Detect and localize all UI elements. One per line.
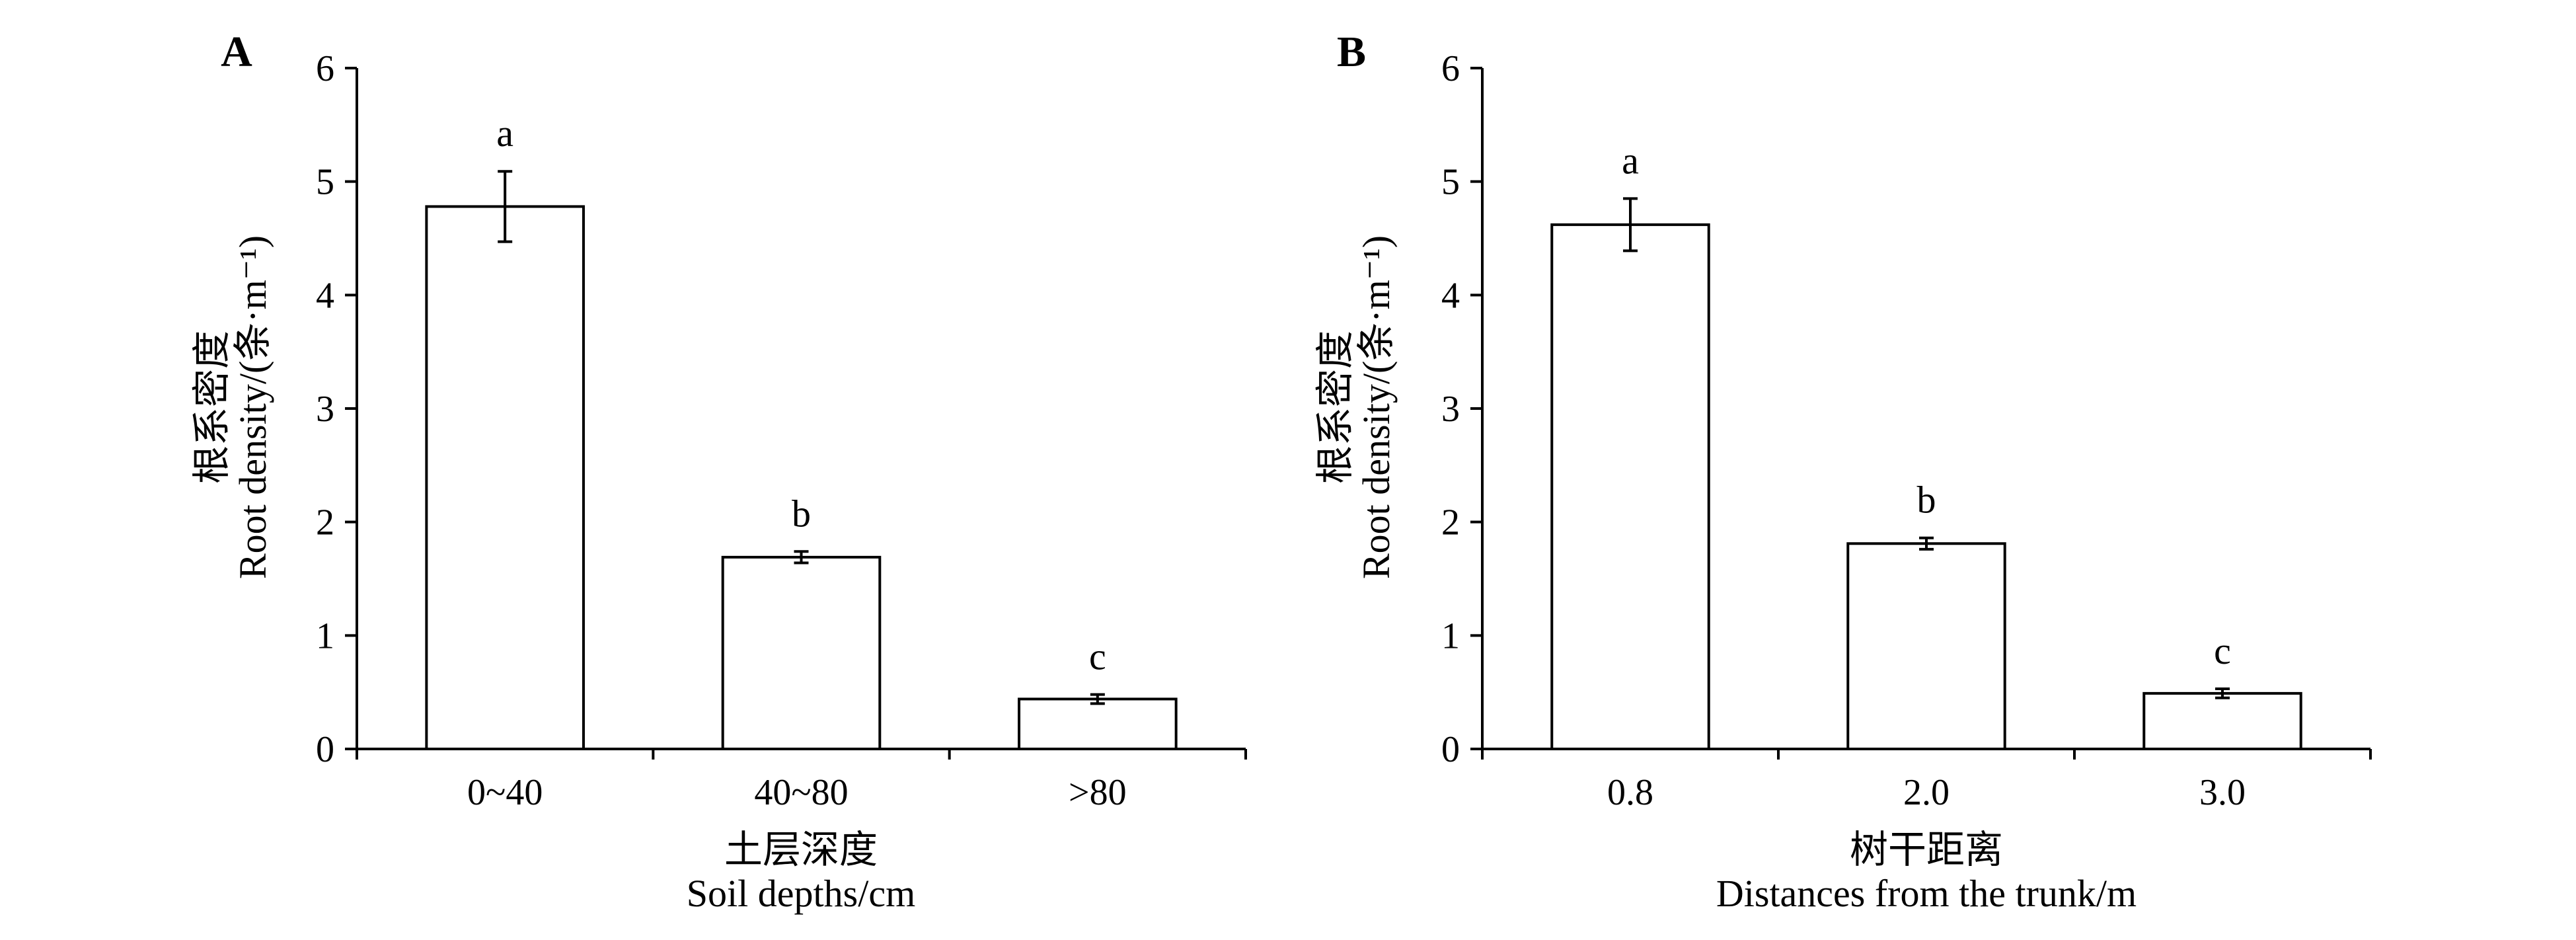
x-axis-title-cn: 树干距离: [1850, 828, 2003, 871]
x-tick-label: 0~40: [467, 772, 543, 813]
y-axis-title-en: Root density/(条·m⁻¹): [231, 235, 274, 579]
bar: [1018, 697, 1178, 751]
x-axis-title-cn: 土层深度: [724, 828, 878, 871]
y-tick-label: 0: [316, 729, 334, 770]
significance-label: a: [496, 112, 513, 155]
x-axis-title-en: Soil depths/cm: [687, 872, 915, 915]
x-tick-label: >80: [1069, 772, 1127, 813]
panel-letter: B: [1337, 28, 1366, 76]
significance-label: b: [1917, 479, 1936, 522]
bar: [425, 205, 585, 750]
x-tick-label: 2.0: [1903, 772, 1950, 813]
bar: [1550, 223, 1710, 750]
panel-letter: A: [221, 28, 252, 76]
x-tick-label: 0.8: [1607, 772, 1653, 813]
bar: [721, 555, 882, 751]
y-axis-title-cn: 根系密度: [1314, 331, 1357, 484]
y-tick-label: 1: [1441, 615, 1460, 656]
y-tick-label: 0: [1441, 729, 1460, 770]
y-tick-label: 4: [316, 275, 334, 316]
y-tick-label: 4: [1441, 275, 1460, 316]
significance-label: a: [1622, 139, 1639, 182]
bar: [2142, 691, 2302, 750]
y-axis-title-cn: 根系密度: [190, 331, 233, 484]
x-axis-title-en: Distances from the trunk/m: [1716, 872, 2137, 915]
y-tick-label: 5: [316, 162, 334, 203]
y-tick-label: 3: [316, 389, 334, 430]
x-tick-label: 40~80: [754, 772, 848, 813]
y-tick-label: 1: [316, 615, 334, 656]
significance-label: c: [1089, 635, 1106, 678]
x-tick-label: 3.0: [2199, 772, 2246, 813]
y-tick-label: 2: [1441, 502, 1460, 543]
significance-label: b: [792, 492, 811, 535]
y-tick-label: 5: [1441, 162, 1460, 203]
y-tick-label: 6: [316, 48, 334, 89]
bar: [1846, 542, 2006, 750]
significance-label: c: [2214, 629, 2231, 672]
y-tick-label: 2: [316, 502, 334, 543]
y-axis-title-en: Root density/(条·m⁻¹): [1355, 235, 1398, 579]
y-tick-label: 3: [1441, 389, 1460, 430]
y-tick-label: 6: [1441, 48, 1460, 89]
